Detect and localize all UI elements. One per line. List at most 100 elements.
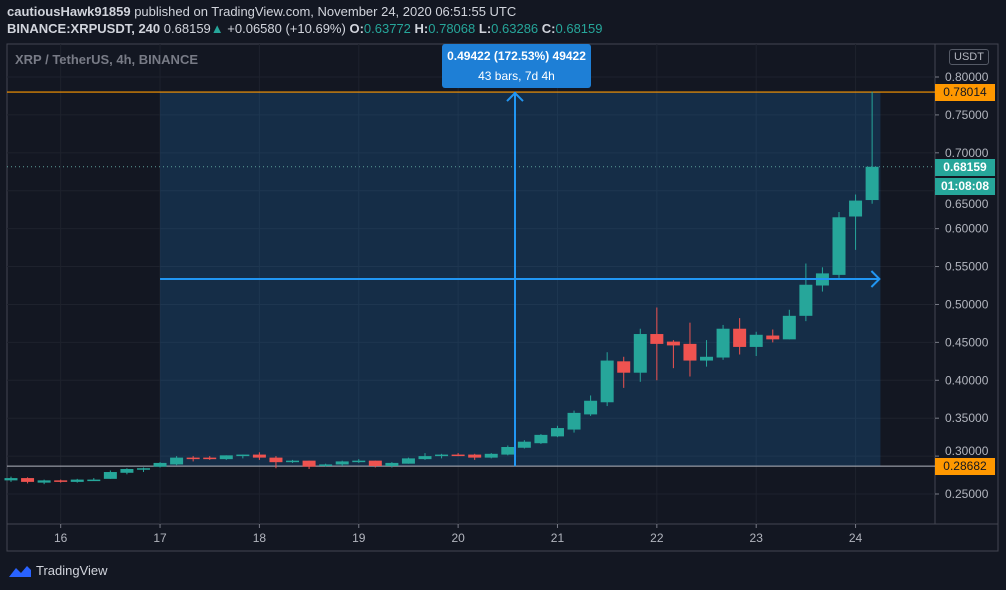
candle-up xyxy=(335,461,349,465)
candle-down xyxy=(21,478,35,482)
tradingview-logo[interactable]: TradingView xyxy=(8,563,108,578)
time-tick-label: 19 xyxy=(352,531,366,545)
low-label: L: xyxy=(478,21,492,36)
candle-down xyxy=(252,454,266,458)
price-axis xyxy=(934,43,999,525)
time-tick-label: 16 xyxy=(54,531,68,545)
price-tick-label: 0.45000 xyxy=(945,335,989,349)
up-arrow-icon: ▲ xyxy=(210,21,224,36)
high-line-label: 0.78014 xyxy=(935,84,995,101)
candle-up xyxy=(120,468,134,473)
candle-down xyxy=(302,460,316,467)
time-tick-label: 24 xyxy=(849,531,863,545)
time-tick-label: 20 xyxy=(451,531,465,545)
candle-up xyxy=(236,454,250,457)
author-name[interactable]: cautiousHawk91859 xyxy=(7,4,131,19)
candle-up xyxy=(385,462,399,466)
close-label: C: xyxy=(541,21,556,36)
chart-pane xyxy=(6,43,936,525)
candle-up xyxy=(799,284,813,316)
candle-up xyxy=(832,217,846,275)
price-tick-label: 0.25000 xyxy=(945,487,989,501)
candle-down xyxy=(451,454,465,457)
price-change: +0.06580 (+10.69%) xyxy=(227,21,346,36)
bar-countdown-label: 01:08:08 xyxy=(935,178,995,195)
low-line-label: 0.28682 xyxy=(935,458,995,475)
candle-up xyxy=(584,400,598,415)
candle-up xyxy=(4,478,18,481)
candle-up xyxy=(153,462,167,467)
candle-up xyxy=(352,460,366,463)
open-label: O: xyxy=(349,21,364,36)
price-tick-label: 0.30000 xyxy=(945,444,989,458)
tradingview-logo-icon xyxy=(9,565,31,577)
publish-info: cautiousHawk91859 published on TradingVi… xyxy=(7,4,516,19)
candle-down xyxy=(766,335,780,340)
candle-up xyxy=(136,468,150,470)
candle-down xyxy=(617,361,631,373)
candle-up xyxy=(633,334,647,373)
price-tick-label: 0.80000 xyxy=(945,70,989,84)
currency-button[interactable]: USDT xyxy=(949,49,989,65)
arrow-right-icon xyxy=(870,270,881,288)
candle-down xyxy=(683,343,697,361)
candle-down xyxy=(269,457,283,463)
candle-up xyxy=(782,315,796,340)
close-value: 0.68159 xyxy=(555,21,603,36)
high-label: H: xyxy=(414,21,429,36)
time-tick-label: 22 xyxy=(650,531,664,545)
current-price-label: 0.68159 xyxy=(935,159,995,176)
candle-up xyxy=(749,334,763,347)
candle-up xyxy=(865,166,879,201)
price-tick-label: 0.40000 xyxy=(945,373,989,387)
time-tick-label: 17 xyxy=(153,531,167,545)
candle-down xyxy=(203,457,217,460)
price-tick-label: 0.65000 xyxy=(945,197,989,211)
candle-up xyxy=(219,455,233,460)
time-axis xyxy=(6,523,999,552)
candle-up xyxy=(319,464,333,466)
measure-change: 0.49422 (172.53%) 49422 xyxy=(447,49,586,63)
candle-up xyxy=(716,328,730,358)
candle-down xyxy=(650,334,664,344)
candle-up xyxy=(170,457,184,465)
high-value: 0.78068 xyxy=(428,21,476,36)
price-tick-label: 0.70000 xyxy=(945,146,989,160)
symbol-legend: BINANCE:XRPUSDT, 240 0.68159▲ +0.06580 (… xyxy=(7,21,603,36)
price-tick-label: 0.60000 xyxy=(945,222,989,236)
candle-up xyxy=(501,447,515,455)
candle-up xyxy=(484,453,498,458)
price-tick-label: 0.50000 xyxy=(945,297,989,311)
price-tick-label: 0.75000 xyxy=(945,108,989,122)
symbol-name[interactable]: BINANCE:XRPUSDT, 240 xyxy=(7,21,161,36)
open-value: 0.63772 xyxy=(363,21,411,36)
publish-text: published on TradingView.com, November 2… xyxy=(134,4,517,19)
candle-up xyxy=(567,412,581,430)
candle-up xyxy=(534,434,548,444)
candle-down xyxy=(666,341,680,346)
time-tick-label: 18 xyxy=(253,531,267,545)
measure-tooltip: 0.49422 (172.53%) 49422 43 bars, 7d 4h xyxy=(442,44,591,88)
candle-up xyxy=(286,460,300,463)
candle-down xyxy=(468,454,482,458)
last-price: 0.68159 xyxy=(163,21,211,36)
candle-down xyxy=(368,460,382,466)
candle-down xyxy=(54,480,68,482)
candle-up xyxy=(103,472,117,479)
candle-up xyxy=(37,480,51,483)
candle-up xyxy=(849,200,863,217)
candle-up xyxy=(418,456,432,460)
low-value: 0.63286 xyxy=(491,21,539,36)
time-tick-label: 21 xyxy=(551,531,565,545)
time-tick-label: 23 xyxy=(750,531,764,545)
arrow-up-icon xyxy=(506,91,524,102)
candle-up xyxy=(550,428,564,437)
candle-up xyxy=(600,360,614,403)
chart-watermark: XRP / TetherUS, 4h, BINANCE xyxy=(15,52,198,67)
candle-up xyxy=(517,441,531,448)
measure-bars: 43 bars, 7d 4h xyxy=(478,69,555,83)
price-tick-label: 0.55000 xyxy=(945,260,989,274)
candle-down xyxy=(733,328,747,347)
brand-name: TradingView xyxy=(36,563,108,578)
